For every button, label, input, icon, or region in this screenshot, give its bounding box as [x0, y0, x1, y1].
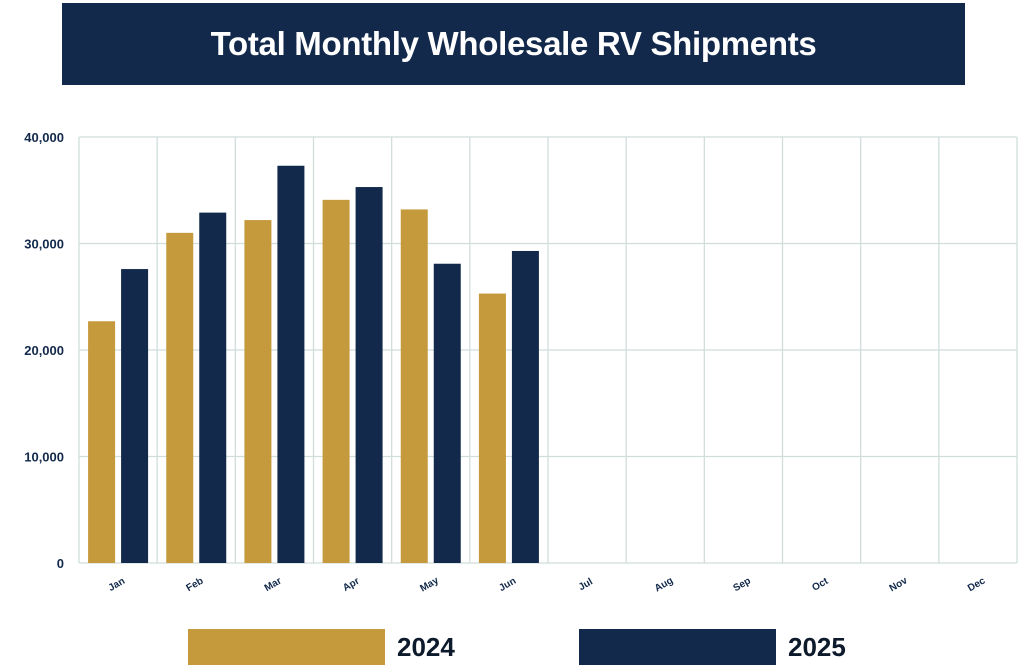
x-tick-label: Aug: [653, 575, 675, 594]
bar-2025-jan: [121, 269, 149, 563]
bar-2024-jan: [88, 321, 116, 563]
x-tick-label: May: [418, 575, 441, 594]
legend-item-2025: 2025: [579, 628, 846, 666]
bar-2024-apr: [322, 199, 350, 563]
bar-2024-feb: [166, 232, 194, 563]
x-tick-label: Mar: [263, 576, 284, 594]
bar-chart: 0 10,000 20,000 30,000 40,000 Jan Feb Mar Apr May…: [24, 130, 1018, 594]
x-tick-label: Oct: [810, 576, 831, 594]
y-tick-label: 20,000: [24, 343, 64, 358]
x-tick-label: Jul: [577, 576, 595, 593]
bar-2025-feb: [199, 212, 227, 564]
legend-label-2024: 2024: [397, 631, 455, 662]
legend-swatch-2024: [188, 629, 385, 665]
bar-2025-may: [433, 263, 461, 563]
y-tick-label: 10,000: [24, 450, 64, 465]
y-tick-label: 30,000: [24, 237, 64, 252]
x-tick-label: Jun: [497, 576, 518, 594]
legend-label-2025: 2025: [788, 631, 846, 662]
chart-title-banner: Total Monthly Wholesale RV Shipments: [62, 3, 965, 85]
legend-swatch-2025: [579, 629, 776, 665]
legend-item-2024: 2024: [188, 628, 455, 666]
y-tick-label: 40,000: [24, 130, 64, 145]
bar-2025-mar: [277, 165, 305, 563]
bar-2024-may: [400, 209, 428, 564]
x-tick-label: Sep: [731, 575, 752, 594]
bar-2025-jun: [511, 250, 539, 563]
y-tick-label: 0: [57, 556, 64, 571]
x-tick-label: Dec: [966, 575, 988, 594]
bar-2024-mar: [244, 220, 272, 563]
x-tick-label: Jan: [107, 576, 127, 594]
chart-title: Total Monthly Wholesale RV Shipments: [210, 25, 817, 62]
bar-2024-jun: [478, 293, 506, 563]
x-tick-label: Apr: [341, 576, 362, 594]
x-tick-label: Nov: [888, 575, 910, 594]
bar-2025-apr: [355, 187, 383, 563]
x-tick-label: Feb: [185, 576, 206, 594]
